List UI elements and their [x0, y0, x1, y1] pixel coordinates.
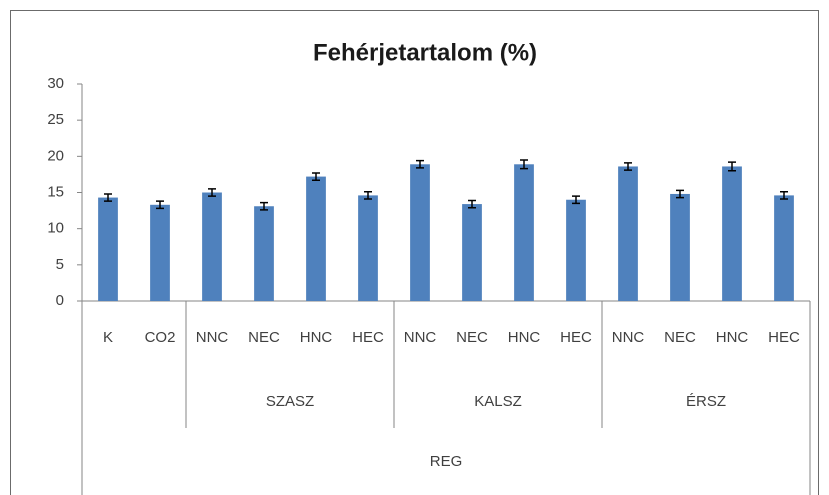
y-tick-label: 15: [47, 183, 64, 200]
x-tick-label: NNC: [196, 329, 229, 346]
bar: [618, 166, 638, 301]
y-tick-label: 10: [47, 220, 64, 237]
y-tick-label: 25: [47, 111, 64, 128]
error-bar: [624, 162, 632, 171]
bar: [566, 199, 586, 301]
error-bar: [364, 191, 372, 200]
chart-title: Fehérjetartalom (%): [313, 39, 537, 66]
x-tick-label: HEC: [560, 329, 592, 346]
x-tick-label: K: [103, 329, 113, 346]
error-bar: [156, 200, 164, 210]
x-tick-label: HNC: [716, 329, 749, 346]
group-label: SZASZ: [266, 393, 314, 410]
bar: [306, 176, 326, 301]
bar: [202, 192, 222, 301]
x-tick-label: HEC: [768, 329, 800, 346]
bar: [514, 164, 534, 301]
error-bar: [260, 201, 268, 211]
x-tick-label: NEC: [664, 329, 696, 346]
group-label: ÉRSZ: [686, 393, 726, 410]
bar: [150, 204, 170, 301]
x-tick-label: NEC: [248, 329, 280, 346]
error-bar: [208, 188, 216, 197]
x-tick-label: NEC: [456, 329, 488, 346]
error-bar: [104, 193, 112, 202]
error-bar: [416, 159, 424, 169]
y-tick-label: 30: [47, 75, 64, 92]
error-bar: [728, 161, 736, 172]
error-bar: [468, 199, 476, 209]
bar: [462, 204, 482, 301]
y-tick-label: 5: [56, 256, 64, 273]
x-tick-label: NNC: [404, 329, 437, 346]
y-tick-label: 0: [56, 292, 64, 309]
error-bar: [312, 172, 320, 181]
x-tick-label: HEC: [352, 329, 384, 346]
bar: [670, 193, 690, 301]
x-tick-label: HNC: [300, 329, 333, 346]
x-tick-label: CO2: [145, 329, 176, 346]
bar: [722, 166, 742, 301]
x-tick-label: HNC: [508, 329, 541, 346]
error-bar: [572, 195, 580, 205]
error-bar: [520, 159, 528, 170]
bar: [98, 197, 118, 301]
outer-group-label: REG: [430, 453, 463, 470]
x-tick-label: NNC: [612, 329, 645, 346]
bar: [254, 206, 274, 301]
error-bar: [676, 189, 684, 199]
y-tick-label: 20: [47, 147, 64, 164]
bar: [774, 195, 794, 301]
error-bar: [780, 191, 788, 200]
group-label: KALSZ: [474, 393, 522, 410]
bar: [358, 195, 378, 301]
bar: [410, 164, 430, 301]
